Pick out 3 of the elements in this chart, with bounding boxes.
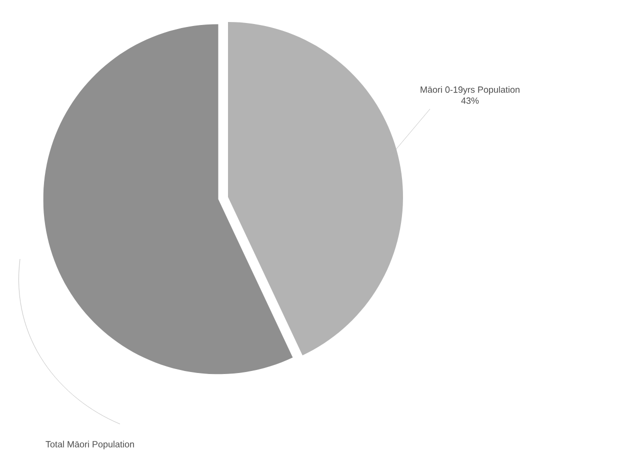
slice-label: Total Māori Population — [46, 440, 134, 450]
data-label: 43% — [461, 97, 479, 104]
slice-label: Māori 0-19yrs Population — [420, 86, 520, 95]
